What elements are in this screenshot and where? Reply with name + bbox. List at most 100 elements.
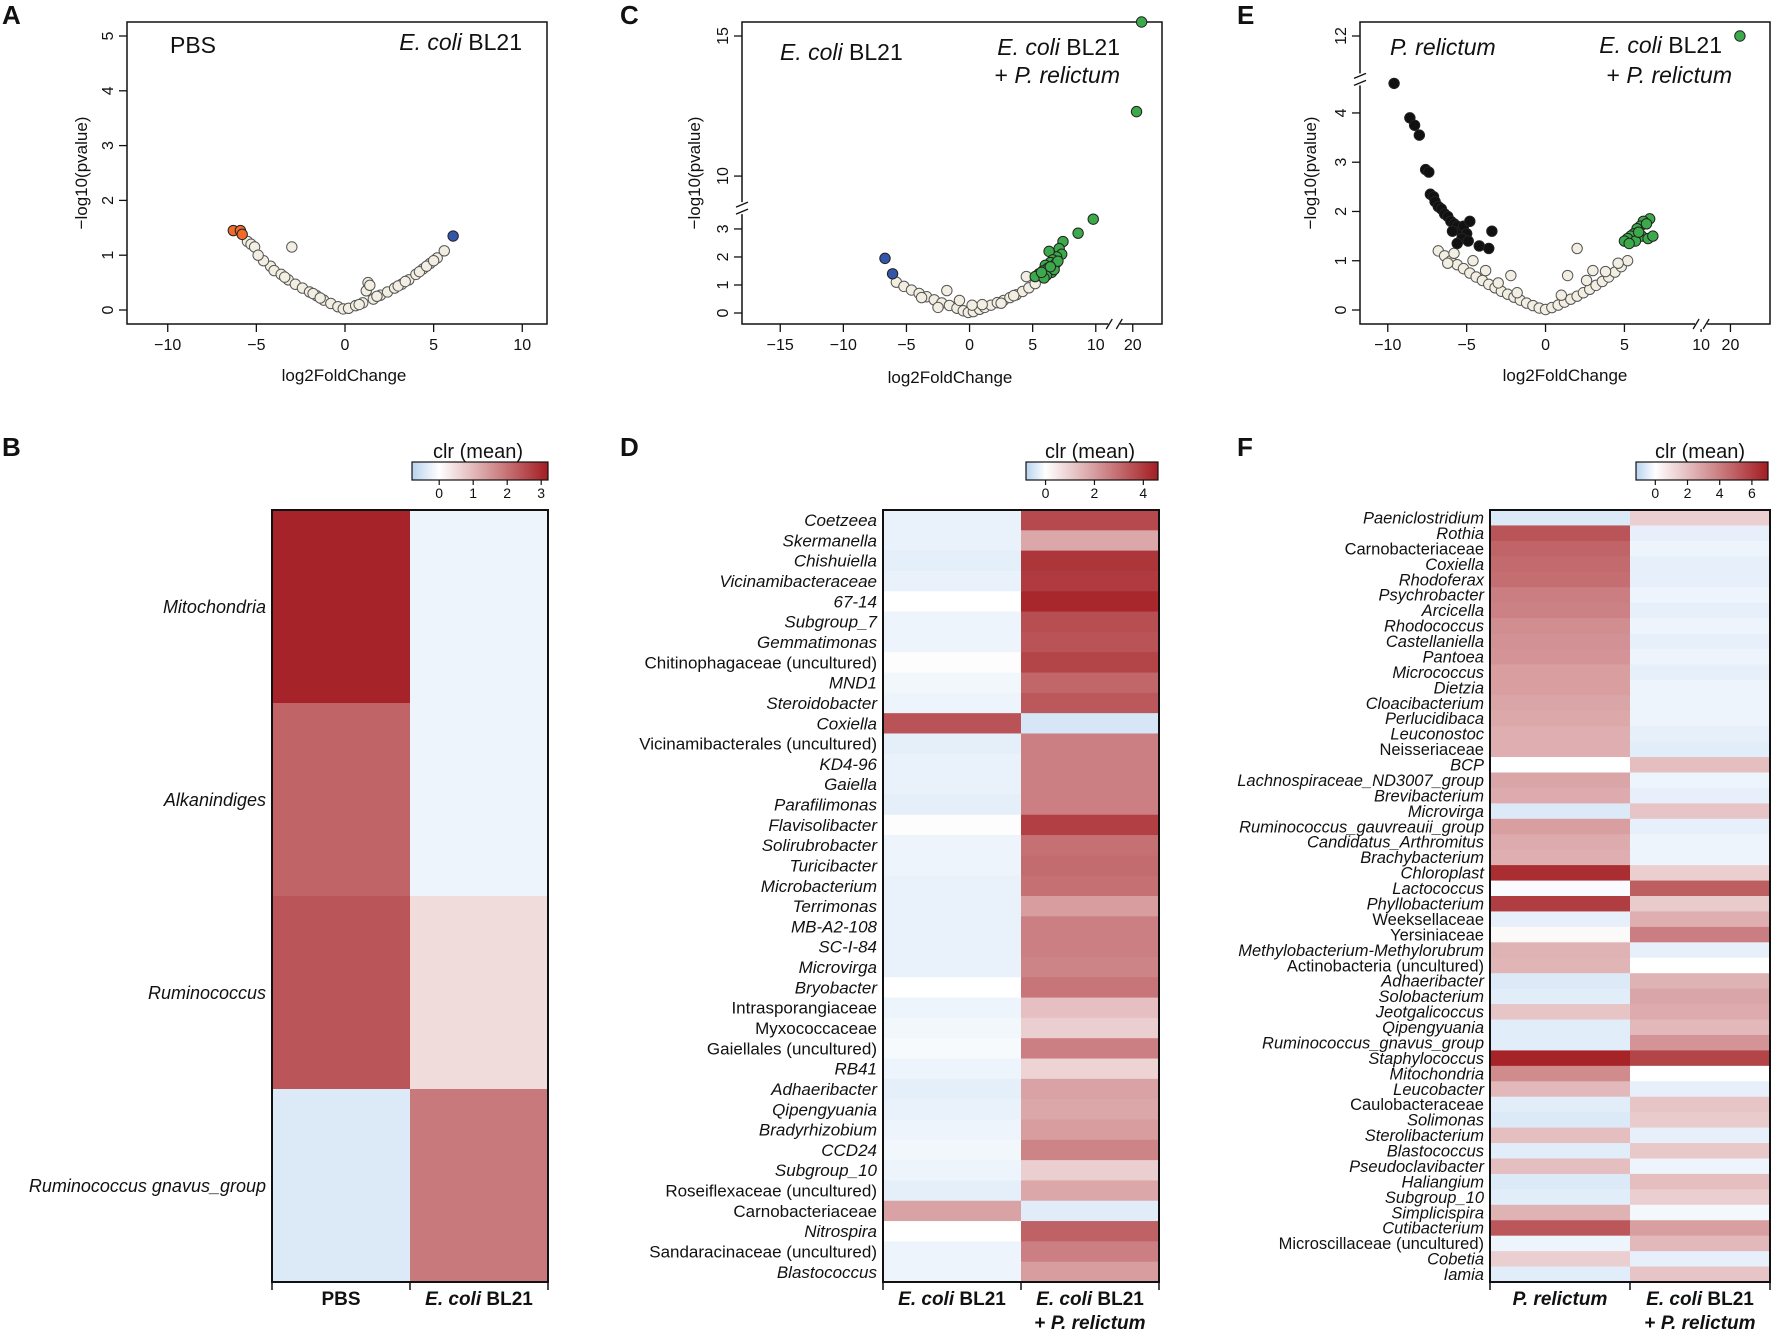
group-label-right1-E-italic: E. coli	[1599, 32, 1663, 58]
row-label: Iamia	[1444, 1266, 1484, 1284]
data-point	[1647, 230, 1659, 242]
heatmap-cell	[1630, 726, 1771, 743]
panel-letter-F: F	[1237, 432, 1253, 462]
colorbar-title: clr (mean)	[1655, 441, 1745, 463]
y-tick-label: 2	[1333, 207, 1350, 216]
heatmap-cell	[883, 753, 1022, 775]
x-tick-label: 0	[1541, 337, 1550, 354]
row-label: Bryobacter	[795, 978, 879, 997]
row-label: Rhodoferax	[1399, 571, 1485, 589]
row-label: Ruminococcus	[148, 983, 266, 1003]
heatmap-cell	[883, 1200, 1022, 1222]
column-label-part: P. relictum	[1051, 1313, 1146, 1330]
x-axis-break-mark	[1692, 318, 1700, 330]
row-label: Mitochondria	[1390, 1065, 1484, 1083]
heatmap-cell	[883, 1038, 1022, 1060]
heatmap-cell	[1630, 988, 1771, 1005]
heatmap-cell	[1021, 835, 1160, 856]
heatmap-cell	[1490, 587, 1631, 604]
data-point	[1462, 235, 1474, 247]
x-axis-break-mark	[1105, 318, 1113, 330]
heatmap-cell	[1021, 631, 1160, 653]
row-label: Adhaeribacter	[770, 1080, 878, 1099]
row-label: Paeniclostridium	[1363, 509, 1484, 527]
heatmap-cell	[1490, 1143, 1631, 1159]
x-tick-label: −5	[247, 337, 265, 354]
heatmap-cell	[1021, 530, 1160, 552]
heatmap-cell	[1490, 818, 1631, 835]
heatmap-cell	[1490, 556, 1631, 573]
heatmap-cell	[1021, 692, 1160, 714]
row-label: Ruminococcus_gnavus_group	[1262, 1034, 1484, 1052]
data-point	[966, 299, 978, 311]
heatmap-cell	[1490, 849, 1631, 866]
heatmap-cell	[1630, 1189, 1771, 1206]
plot-frame-E	[1359, 21, 1771, 325]
group-label-left-E: P. relictum	[1390, 34, 1496, 60]
heatmap-cell	[883, 875, 1022, 897]
xlabel-A: log2FoldChange	[282, 366, 407, 385]
heatmap-cell	[1630, 1065, 1771, 1082]
x-tick-label: 0	[341, 337, 350, 354]
heatmap-cell	[883, 774, 1022, 795]
row-label: Haliangium	[1401, 1173, 1484, 1191]
y-tick-label: 15	[715, 27, 732, 45]
row-label: Microvirga	[1408, 803, 1484, 821]
heatmap-cell	[1630, 911, 1771, 928]
row-label: Qipengyuania	[772, 1100, 877, 1119]
row-label: CCD24	[821, 1141, 877, 1160]
row-label: Carnobacteriaceae	[1345, 540, 1484, 558]
heatmap-cell	[1021, 1017, 1160, 1039]
heatmap-cell	[883, 591, 1022, 613]
heatmap-cell	[1630, 865, 1771, 882]
heatmap-cell	[883, 1058, 1022, 1080]
row-label: Myxococcaceae	[755, 1019, 877, 1038]
heatmap-cell	[1021, 611, 1160, 633]
colorbar-tick-label: 2	[1684, 485, 1692, 501]
group-label-right-A: E. coli BL21	[399, 29, 522, 55]
x-tick-label: 10	[1692, 337, 1710, 354]
data-point	[1052, 255, 1064, 267]
data-point	[1035, 266, 1048, 279]
column-label-part: E. coli	[1036, 1289, 1093, 1310]
row-label: Vicinamibacterales (uncultured)	[639, 735, 877, 754]
y-tick-label: 1	[1333, 256, 1350, 265]
row-label: Subgroup_7	[784, 613, 877, 632]
data-point	[1640, 218, 1653, 230]
heatmap-cell	[410, 510, 549, 704]
data-point	[279, 271, 291, 283]
row-label: Pantoea	[1423, 648, 1484, 666]
column-label-part: BL21	[481, 1289, 533, 1310]
heatmap-cell	[1490, 896, 1631, 912]
column-label-part: P. relictum	[1661, 1313, 1756, 1330]
heatmap-cell	[1630, 896, 1771, 912]
data-point	[1511, 287, 1523, 299]
heatmap-cell	[1021, 997, 1160, 1019]
row-label: Sterolibacterium	[1365, 1127, 1484, 1145]
heatmap-cell	[1021, 875, 1160, 897]
heatmap-cell	[1490, 1189, 1631, 1206]
row-label: Cobetia	[1427, 1251, 1484, 1269]
group-label-left-A: PBS	[170, 32, 216, 58]
heatmap-cell	[883, 733, 1022, 755]
y-axis-break-mark	[1353, 72, 1367, 80]
column-label-part: BL21	[1092, 1289, 1144, 1310]
row-label: Micrococcus	[1392, 664, 1484, 682]
heatmap-cell	[1021, 1058, 1160, 1080]
group-label-right2-E-italic: P. relictum	[1626, 62, 1732, 88]
heatmap-cell	[883, 1078, 1022, 1100]
row-label: Jeotgalicoccus	[1375, 1004, 1484, 1022]
heatmap-cell	[883, 1221, 1022, 1242]
row-label: Subgroup_10	[775, 1161, 878, 1180]
data-point	[1479, 264, 1492, 277]
heatmap-cell	[1630, 1173, 1771, 1190]
row-label: RB41	[834, 1060, 877, 1079]
column-label: P. relictum	[1513, 1289, 1608, 1310]
data-point	[953, 294, 966, 307]
row-label: Methylobacterium-Methylorubrum	[1238, 942, 1484, 960]
group-label-right1-E-plain: BL21	[1662, 32, 1722, 58]
heatmap-cell	[883, 530, 1022, 552]
heatmap-cell	[883, 855, 1022, 877]
data-point	[1008, 289, 1020, 302]
heatmap-cell	[883, 1160, 1022, 1181]
